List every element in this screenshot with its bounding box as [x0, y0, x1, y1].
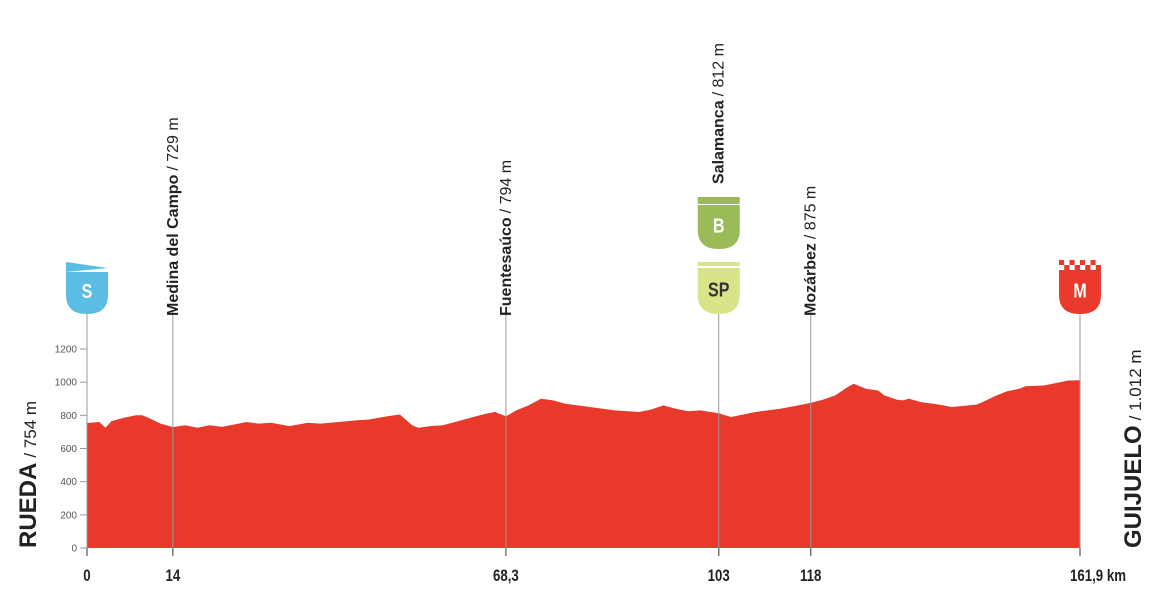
- checker-cell: [1080, 265, 1086, 270]
- waypoint-name: Salamanca: [711, 100, 728, 184]
- waypoint-altitude: / 812 m: [711, 43, 728, 96]
- y-tick-label: 800: [60, 411, 77, 422]
- y-tick-label: 400: [60, 477, 77, 488]
- sprint-badge-shape: [697, 268, 740, 314]
- x-tick-label: 68,3: [493, 567, 519, 586]
- waypoint-name: Fuentesaúco: [498, 217, 515, 316]
- checker-cell: [1064, 265, 1070, 270]
- elevation-profile-area: [87, 380, 1080, 548]
- waypoint-name: Medina del Campo: [165, 174, 182, 316]
- checker-cell: [1095, 260, 1101, 265]
- bonus-badge-label: B: [713, 215, 725, 237]
- checker-cell: [1064, 260, 1070, 265]
- y-tick-label: 200: [60, 510, 77, 521]
- finish-badge-shape: [1059, 270, 1101, 314]
- sprint-badge: SP: [697, 268, 740, 314]
- start-badge: S: [66, 272, 108, 314]
- bonus-badge-shape: [697, 205, 740, 249]
- waypoint-altitude: / 875 m: [803, 186, 820, 239]
- sprint-stripe-icon: [697, 262, 740, 266]
- waypoint-label: Mozárbez / 875 m: [803, 186, 820, 316]
- start-flag-icon: [66, 262, 108, 272]
- finish-badge: M: [1059, 270, 1101, 314]
- y-tick-label: 0: [71, 544, 77, 555]
- bonus-badge: B: [697, 205, 740, 249]
- start-badge-label: S: [82, 280, 93, 302]
- waypoint-name: Mozárbez: [803, 243, 820, 316]
- y-tick-label: 1200: [55, 345, 78, 356]
- finish-town-label-altitude: / 1.012 m: [1126, 349, 1145, 420]
- checker-cell: [1080, 260, 1086, 265]
- checker-cell: [1090, 260, 1096, 265]
- x-tick-label: 0: [83, 567, 90, 586]
- finish-checkered-icon: [1059, 260, 1101, 270]
- checker-cell: [1090, 265, 1096, 270]
- checker-cell: [1085, 265, 1091, 270]
- x-tick-label: 118: [800, 567, 821, 586]
- x-tick-label: 161,9 km: [1070, 567, 1126, 586]
- x-tick-label: 103: [708, 567, 730, 586]
- checker-cell: [1069, 265, 1075, 270]
- sprint-badge-label: SP: [708, 279, 729, 301]
- checker-cell: [1069, 260, 1075, 265]
- waypoint-label: Fuentesaúco / 794 m: [498, 160, 515, 316]
- start-town-label-name: RUEDA: [15, 463, 42, 548]
- checker-cell: [1085, 260, 1091, 265]
- start-town-label-altitude: / 754 m: [21, 401, 40, 458]
- start-badge-shape: [66, 272, 108, 314]
- y-tick-label: 600: [60, 444, 77, 455]
- waypoint-label: Medina del Campo / 729 m: [165, 117, 182, 316]
- checker-cell: [1074, 265, 1080, 270]
- checker-cell: [1059, 265, 1065, 270]
- checker-cell: [1059, 260, 1065, 265]
- bonus-crown-icon: [697, 197, 740, 204]
- y-tick-label: 1000: [55, 378, 78, 389]
- waypoint-altitude: / 729 m: [165, 117, 182, 170]
- finish-badge-label: M: [1073, 280, 1086, 302]
- finish-town-label: GUIJUELO / 1.012 m: [1120, 349, 1147, 548]
- waypoint-label: Salamanca / 812 m: [711, 43, 728, 184]
- finish-town-label-name: GUIJUELO: [1120, 425, 1147, 548]
- x-tick-label: 14: [165, 567, 180, 586]
- checker-cell: [1095, 265, 1101, 270]
- start-town-label: RUEDA / 754 m: [15, 401, 42, 548]
- checker-cell: [1074, 260, 1080, 265]
- waypoint-altitude: / 794 m: [498, 160, 515, 213]
